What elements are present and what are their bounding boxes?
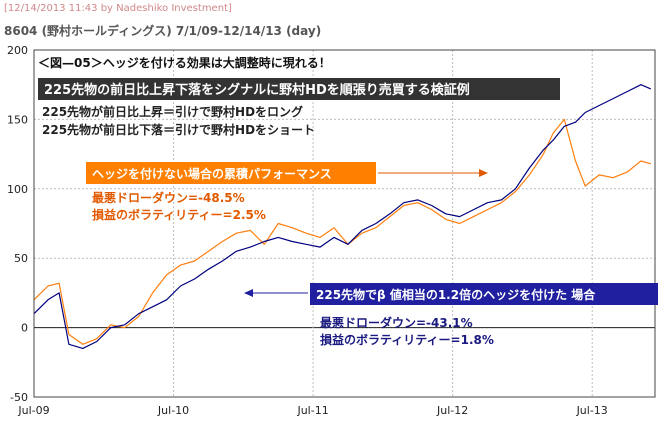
y-axis-ticks: -50 0 50 100 150 200: [7, 44, 28, 404]
x-tick-label: Jul-12: [436, 404, 468, 417]
x-tick-label: Jul-11: [296, 404, 328, 417]
hedged-box: [310, 283, 658, 305]
x-tick-label: Jul-09: [17, 404, 49, 417]
y-tick-label: 50: [14, 252, 28, 265]
y-tick-label: -50: [10, 391, 28, 404]
unhedged-arrow-head: [479, 169, 488, 177]
unhedged-volatility: 損益のボラティリティー=2.5%: [92, 207, 266, 222]
rule-long: 225先物が前日比上昇＝引けで野村HDをロング: [42, 104, 303, 119]
hedged-arrow-head: [244, 289, 253, 297]
unhedged-box-text: ヘッジを付けない場合の累積パフォーマンス: [92, 166, 332, 181]
y-tick-label: 200: [7, 44, 28, 57]
hedged-box-text: 225先物でβ 値相当の1.2倍のヘッジを付けた 場合: [316, 287, 596, 302]
series-line-hedged: [33, 84, 652, 349]
chart-subtitle: 8604 (野村ホールディングス) 7/1/09-12/14/13 (day): [4, 24, 322, 38]
gridlines: [34, 50, 655, 397]
hedged-drawdown: 最悪ドローダウン=-43.1%: [320, 315, 473, 330]
rule-short: 225先物が前日比下落＝引けで野村HDをショート: [42, 122, 315, 137]
method-box-text: 225先物の前日比上昇下落をシグナルに野村HDを順張り売買する検証例: [44, 82, 470, 98]
x-tick-label: Jul-13: [576, 404, 608, 417]
x-tick-label: Jul-10: [157, 404, 189, 417]
figure-title: ＜図—05＞ヘッジを付ける効果は大調整時に現れる！: [38, 55, 331, 70]
method-box: [38, 78, 560, 100]
series-line-unhedged: [33, 118, 651, 345]
hedged-volatility: 損益のボラティリティー=1.8%: [320, 332, 494, 347]
annotations: ＜図—05＞ヘッジを付ける効果は大調整時に現れる！ 225先物の前日比上昇下落を…: [38, 55, 658, 347]
unhedged-drawdown: 最悪ドローダウン=-48.5%: [92, 190, 245, 205]
plot-frame: [33, 49, 656, 398]
unhedged-box: [86, 162, 376, 184]
x-axis-ticks: Jul-09 Jul-10 Jul-11 Jul-12 Jul-13: [17, 404, 607, 417]
credit-line: [12/14/2013 11:43 by Nadeshiko Investmen…: [4, 3, 232, 14]
y-tick-label: 100: [7, 183, 28, 196]
y-tick-label: 0: [21, 322, 28, 335]
series-lines: [33, 84, 652, 349]
y-tick-label: 150: [7, 113, 28, 126]
